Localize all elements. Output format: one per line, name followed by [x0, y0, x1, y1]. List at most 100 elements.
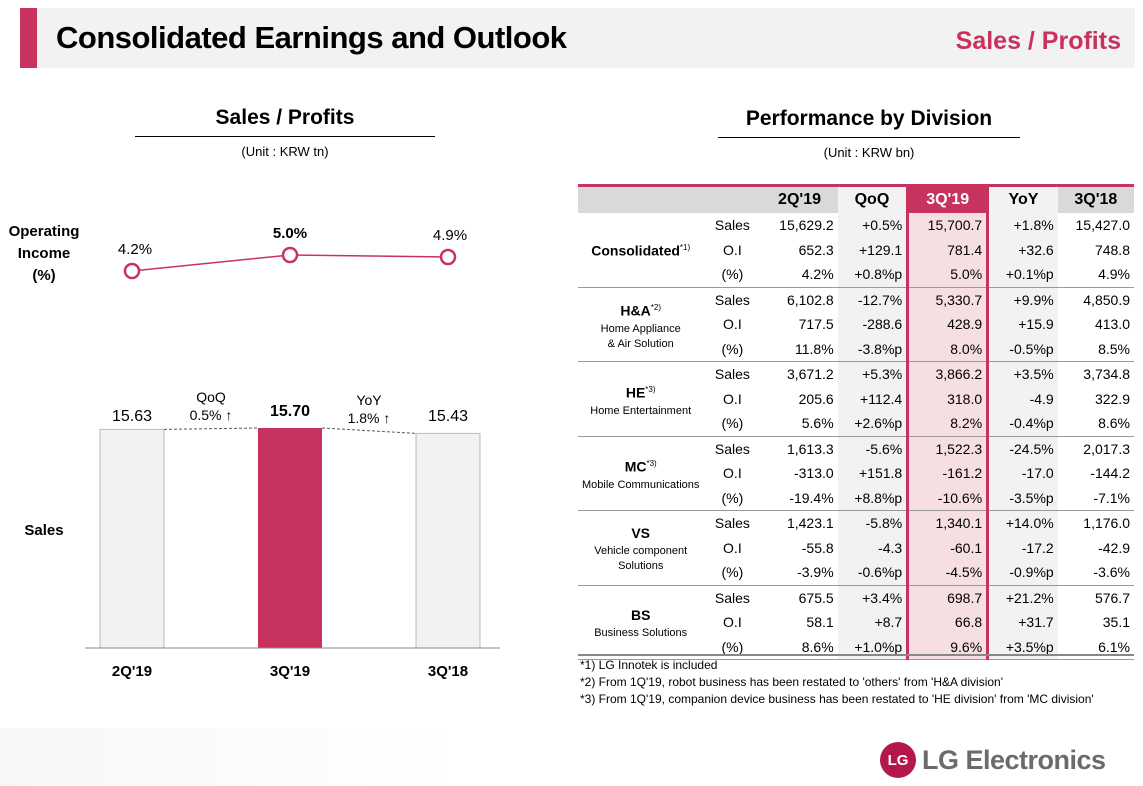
- table-cell: -19.4%: [761, 485, 838, 511]
- table-cell: 652.3: [798, 241, 834, 258]
- table-cell: -60.1: [906, 535, 990, 560]
- table-cell: +1.8%: [987, 213, 1058, 238]
- table-cell: 8.6%: [1057, 411, 1134, 437]
- table-row: O.I 58.1 +8.7 66.8 +31.7 35.1: [578, 610, 1134, 635]
- table-cell: +31.7: [987, 610, 1058, 635]
- brand-name: LG Electronics: [922, 745, 1106, 775]
- section-label: Sales / Profits: [955, 27, 1121, 55]
- change-value: 1.8% ↑: [348, 410, 391, 426]
- footnote: *3) From 1Q'19, companion device busines…: [580, 692, 1094, 706]
- table-cell: +5.3%: [837, 361, 908, 387]
- oi-point: [439, 248, 457, 266]
- table-cell: +8.7: [837, 610, 908, 635]
- table-cell: -42.9: [1098, 539, 1130, 556]
- sales-bar: [415, 432, 481, 649]
- table-cell: -12.7%: [837, 287, 908, 312]
- table-bottom-rule: [578, 654, 1134, 656]
- lg-logo-icon: LG: [880, 742, 916, 778]
- right-unit: (Unit : KRW bn): [823, 145, 915, 160]
- sales-value-label: 15.63: [112, 408, 152, 425]
- column-header: YoY: [987, 187, 1058, 213]
- row-label: O.I: [723, 465, 742, 482]
- table-cell: 15,427.0: [1075, 217, 1131, 234]
- row-label: Sales: [714, 515, 750, 532]
- footer: [0, 728, 1143, 786]
- division-name: HE*3) Home Entertainment: [578, 361, 704, 437]
- header-bar: [20, 8, 1135, 68]
- row-label: (%): [703, 560, 762, 586]
- table-cell: 5,330.7: [906, 287, 990, 312]
- table-cell: 576.7: [1094, 589, 1130, 606]
- table-row: O.I 205.6 +112.4 318.0 -4.9 322.9: [578, 386, 1134, 411]
- change-title: YoY: [356, 392, 382, 408]
- table-cell: 2,017.3: [1083, 440, 1130, 457]
- column-header: QoQ: [837, 187, 908, 213]
- table-row: O.I -313.0 +151.8 -161.2 -17.0 -144.2: [578, 461, 1134, 486]
- divider: [718, 137, 1020, 138]
- table-row: O.I 717.5 -288.6 428.9 +15.9 413.0: [578, 312, 1134, 337]
- table-cell: -4.9: [987, 386, 1058, 411]
- table-cell: 1,522.3: [906, 436, 990, 461]
- table-row: (%) 5.6% +2.6%p 8.2% -0.4%p 8.6%: [578, 411, 1134, 437]
- table-row: O.I 652.3 +129.1 781.4 +32.6 748.8: [578, 237, 1134, 262]
- table-row: MC*3) Mobile Communications Sales 1,613.3 -5…: [578, 436, 1134, 511]
- table-cell: 66.8: [906, 610, 990, 635]
- table-cell: 675.5: [798, 589, 834, 606]
- oi-label: 5.0%: [273, 225, 307, 242]
- right-title: Performance by Division: [745, 107, 993, 130]
- table-cell: -10.6%: [906, 485, 990, 511]
- division-table: 2Q'19 QoQ 3Q'19 YoY 3Q'18 Consolidated*1) Sal…: [578, 187, 1134, 660]
- table-cell: +32.6: [987, 237, 1058, 262]
- table-cell: 5.0%: [906, 262, 990, 288]
- table-cell: 748.8: [1094, 241, 1130, 258]
- table-cell: +21.2%: [987, 585, 1058, 610]
- table-cell: 3,734.8: [1083, 366, 1130, 383]
- table-cell: 8.2%: [906, 411, 990, 437]
- table-cell: 8.5%: [1057, 336, 1134, 362]
- table-cell: -7.1%: [1057, 485, 1134, 511]
- table-cell: 58.1: [806, 614, 834, 631]
- table-cell: 6,102.8: [786, 291, 834, 308]
- row-label: Sales: [714, 440, 750, 457]
- table-cell: -0.6%p: [837, 560, 908, 586]
- table-row: H&A*2) Home Appliance & Air Solution Sales 6…: [578, 287, 1134, 362]
- row-label: Sales: [714, 589, 750, 606]
- table-cell: -55.8: [801, 539, 834, 556]
- header-blank: [578, 187, 704, 213]
- column-header: 2Q'19: [761, 187, 838, 213]
- table-cell: 1,176.0: [1083, 515, 1130, 532]
- column-header: 3Q'18: [1057, 187, 1134, 213]
- page-title: Consolidated Earnings and Outlook: [56, 20, 567, 55]
- row-label: (%): [703, 411, 762, 437]
- oi-label: 4.2%: [118, 241, 152, 258]
- division-name: BS Business Solutions: [578, 585, 704, 660]
- sales-profits-chart: Operating Income (%) 4.2% 5.0% 4.9% Sales 15.63…: [9, 223, 500, 680]
- division-name: Consolidated*1): [578, 213, 704, 288]
- table-cell: -313.0: [793, 465, 834, 482]
- table-cell: +8.8%p: [837, 485, 908, 511]
- table-row: VS Vehicle component Solutions Sales 1,423.1…: [578, 510, 1134, 586]
- table-row: BS Business Solutions Sales 675.5 +3.4% 698.7…: [578, 585, 1134, 660]
- oi-point: [123, 262, 141, 280]
- sales-value-label: 15.43: [428, 408, 468, 425]
- row-label: Sales: [714, 217, 750, 234]
- table-cell: -4.3: [837, 535, 908, 560]
- division-name: MC*3) Mobile Communications: [578, 436, 704, 511]
- table-row: (%) -19.4% +8.8%p -10.6% -3.5%p -7.1%: [578, 485, 1134, 511]
- sales-bar: [99, 428, 165, 649]
- row-label: Sales: [714, 291, 750, 308]
- table-cell: 322.9: [1094, 390, 1130, 407]
- table-cell: 413.0: [1094, 316, 1130, 333]
- table-cell: 8.0%: [906, 336, 990, 362]
- change-title: QoQ: [196, 389, 226, 405]
- change-value: 0.5% ↑: [190, 407, 233, 423]
- table-cell: 205.6: [798, 390, 834, 407]
- table-cell: -144.2: [1090, 465, 1130, 482]
- header-accent: [20, 8, 37, 68]
- table-cell: -161.2: [906, 461, 990, 486]
- table-cell: +15.9: [987, 312, 1058, 337]
- table-row: HE*3) Home Entertainment Sales 3,671.2 +5.3%…: [578, 361, 1134, 437]
- division-name: H&A*2) Home Appliance & Air Solution: [578, 287, 704, 362]
- table-cell: +0.8%p: [837, 262, 908, 288]
- table-cell: +112.4: [837, 386, 908, 411]
